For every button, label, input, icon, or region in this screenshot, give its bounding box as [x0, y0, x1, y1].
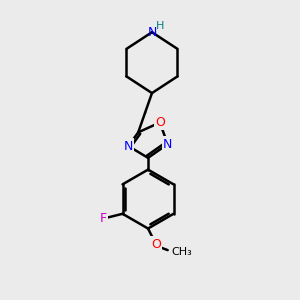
- Text: O: O: [155, 116, 165, 129]
- Text: N: N: [147, 26, 157, 39]
- Text: CH₃: CH₃: [172, 247, 192, 257]
- Text: F: F: [99, 212, 106, 225]
- Text: N: N: [163, 138, 172, 151]
- Text: N: N: [124, 140, 133, 153]
- Text: H: H: [156, 21, 164, 31]
- Text: O: O: [151, 238, 161, 251]
